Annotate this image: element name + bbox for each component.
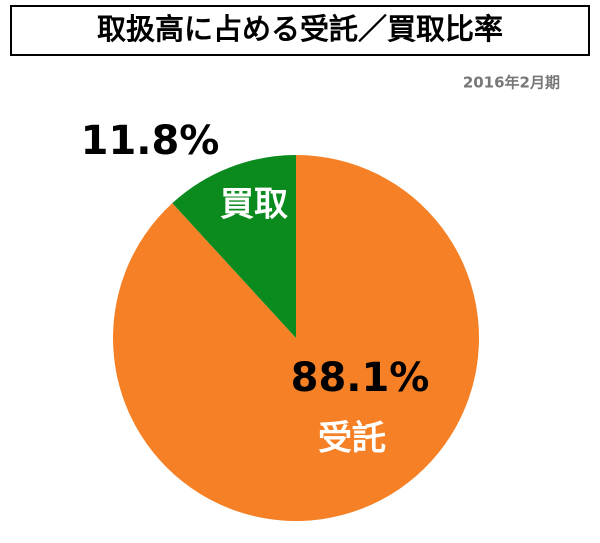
pie-slice [172,155,296,338]
value-label: 11.8% [81,118,220,164]
category-label: 受託 [318,419,386,459]
title-box [10,5,590,56]
category-label: 買取 [220,185,288,225]
value-label: 88.1% [291,355,430,401]
chart-title: 取扱高に占める受託／買取比率 [97,12,503,46]
chart-subtitle: 2016年2月期 [463,74,560,92]
